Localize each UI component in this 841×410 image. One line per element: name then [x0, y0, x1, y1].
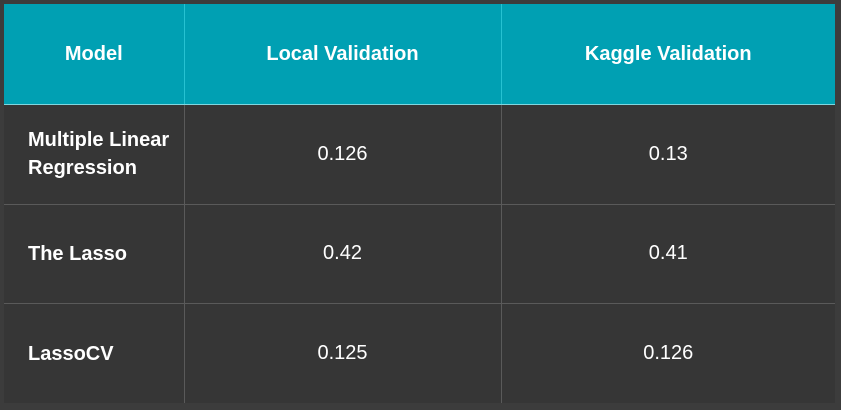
- column-header-model: Model: [4, 4, 185, 105]
- column-header-kaggle-validation: Kaggle Validation: [501, 4, 835, 105]
- results-table-container: Model Local Validation Kaggle Validation…: [4, 4, 835, 403]
- local-validation-cell: 0.125: [184, 303, 502, 403]
- kaggle-validation-cell: 0.126: [501, 303, 835, 403]
- model-name-cell: LassoCV: [4, 303, 185, 403]
- column-header-local-validation: Local Validation: [184, 4, 502, 105]
- table-row: LassoCV 0.125 0.126: [4, 303, 835, 403]
- results-table: Model Local Validation Kaggle Validation…: [4, 4, 835, 403]
- table-row: The Lasso 0.42 0.41: [4, 204, 835, 304]
- table-row: Multiple Linear Regression 0.126 0.13: [4, 104, 835, 205]
- local-validation-cell: 0.126: [184, 104, 502, 205]
- model-name-cell: Multiple Linear Regression: [4, 104, 185, 205]
- local-validation-cell: 0.42: [184, 204, 502, 304]
- kaggle-validation-cell: 0.41: [501, 204, 835, 304]
- kaggle-validation-cell: 0.13: [501, 104, 835, 205]
- table-header-row: Model Local Validation Kaggle Validation: [4, 4, 835, 105]
- model-name-cell: The Lasso: [4, 204, 185, 304]
